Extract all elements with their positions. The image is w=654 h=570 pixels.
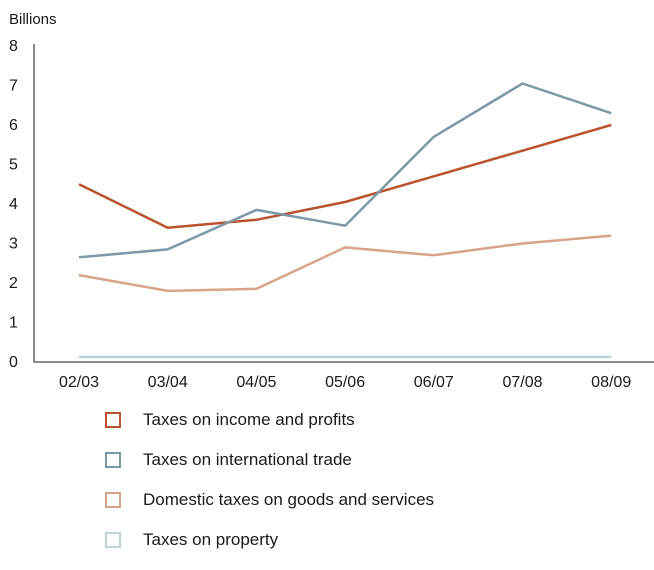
y-axis-label: Billions <box>9 11 57 28</box>
y-tick-label: 0 <box>9 354 18 371</box>
line-chart: Billions 0 1 2 3 4 5 6 7 8 02/03 03/04 04/05 05/06 0… <box>9 11 654 390</box>
legend-swatch <box>105 492 121 508</box>
x-tick-label: 04/05 <box>236 374 276 390</box>
series-line-1 <box>78 82 612 259</box>
legend-label: Domestic taxes on goods and services <box>143 490 435 509</box>
legend-label: Taxes on international trade <box>143 450 352 469</box>
legend-item-international-trade: Taxes on international trade <box>105 450 434 470</box>
legend-swatch <box>105 412 121 428</box>
x-tick-label: 02/03 <box>59 374 99 390</box>
y-tick-label: 4 <box>9 196 18 213</box>
y-tick-label: 5 <box>9 157 18 174</box>
x-tick-label: 06/07 <box>414 374 454 390</box>
y-tick-label: 1 <box>9 315 18 332</box>
y-tick-label: 6 <box>9 117 18 134</box>
x-tick-label: 07/08 <box>502 374 542 390</box>
y-tick-label: 8 <box>9 38 18 55</box>
x-tick-label: 08/09 <box>591 374 631 390</box>
y-tick-label: 7 <box>9 78 18 95</box>
legend-swatch <box>105 452 121 468</box>
x-tick-label: 05/06 <box>325 374 365 390</box>
legend-swatch <box>105 532 121 548</box>
legend-label: Taxes on income and profits <box>143 410 355 429</box>
legend-item-domestic-goods-services: Domestic taxes on goods and services <box>105 490 434 510</box>
legend-item-property: Taxes on property <box>105 530 434 550</box>
y-tick-label: 2 <box>9 275 18 292</box>
series-line-2 <box>78 234 612 293</box>
legend-item-income-profits: Taxes on income and profits <box>105 410 434 430</box>
y-tick-label: 3 <box>9 236 18 253</box>
legend: Taxes on income and profits Taxes on int… <box>105 410 434 570</box>
series-line-0 <box>78 123 612 229</box>
legend-label: Taxes on property <box>143 530 279 549</box>
x-tick-label: 03/04 <box>148 374 188 390</box>
